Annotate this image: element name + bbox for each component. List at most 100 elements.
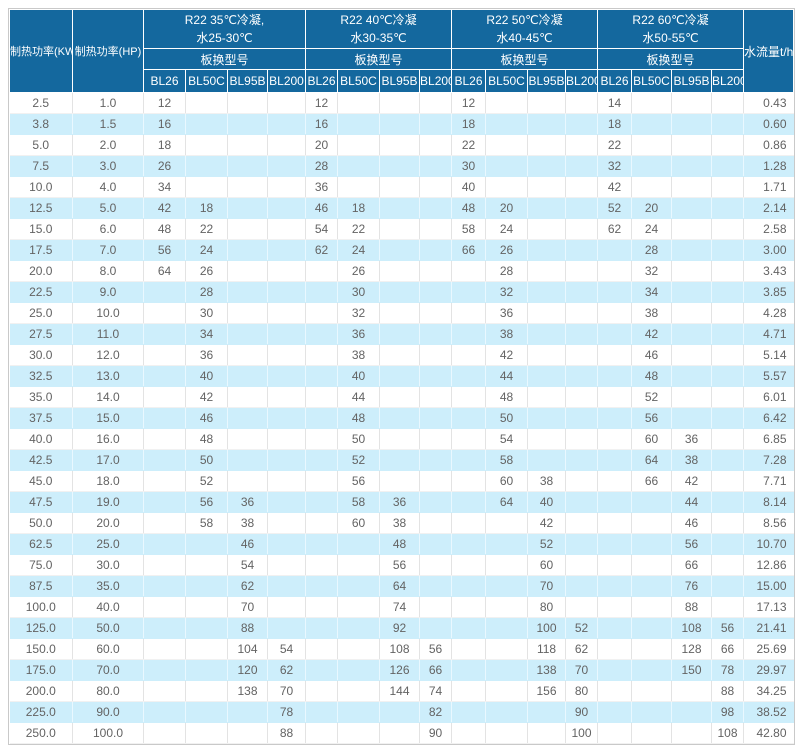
capacity-cell [527,281,567,303]
capacity-cell [267,596,307,618]
capacity-cell [305,575,339,597]
capacity-cell: 22 [337,218,381,240]
capacity-cell [451,344,487,366]
capacity-cell [305,722,339,744]
group-title-line2: 水30-35℃ [350,31,407,45]
capacity-cell [419,113,453,135]
water-flow-cell: 21.41 [743,617,794,639]
power-kw-cell: 175.0 [9,659,73,681]
capacity-cell [565,386,599,408]
capacity-cell: 62 [565,638,599,660]
capacity-cell [711,428,745,450]
capacity-cell: 46 [185,407,228,429]
power-hp-cell: 6.0 [72,218,144,240]
capacity-cell [631,722,673,744]
capacity-cell [631,554,673,576]
capacity-cell [337,722,381,744]
capacity-cell [631,533,673,555]
water-flow-cell: 15.00 [743,575,794,597]
capacity-cell [227,428,268,450]
table-row: 75.0 30.0 54 56 60 66 12.86 [9,554,794,576]
water-flow-cell: 2.14 [743,197,794,219]
capacity-cell [305,701,339,723]
capacity-cell: 18 [597,113,633,135]
capacity-cell [379,302,421,324]
capacity-cell [267,407,307,429]
capacity-cell [631,617,673,639]
power-kw-cell: 42.5 [9,449,73,471]
table-row: 7.5 3.0 26 28 30 32 1.28 [9,155,794,177]
capacity-cell [305,281,339,303]
capacity-cell: 24 [185,239,228,261]
capacity-cell: 52 [565,617,599,639]
power-hp-cell: 25.0 [72,533,144,555]
capacity-cell [527,134,567,156]
table-row: 40.0 16.0 48 50 54 60 36 6.85 [9,428,794,450]
capacity-cell [267,176,307,198]
group-header-r22-35: R22 35℃冷凝, 水25-30℃ [142,9,307,49]
model-col-header: BL200 [419,69,453,93]
capacity-cell [337,575,381,597]
capacity-cell: 32 [485,281,529,303]
capacity-cell [267,491,307,513]
capacity-cell: 20 [631,197,673,219]
power-hp-cell: 90.0 [72,701,144,723]
model-col-header: BL95B [671,69,713,93]
page: 制热功率(KW) 制热功率(HP) R22 35℃冷凝, 水25-30℃ R22… [8,8,796,745]
capacity-cell: 70 [565,659,599,681]
capacity-cell: 12 [451,92,487,114]
capacity-cell [267,239,307,261]
power-kw-cell: 47.5 [9,491,73,513]
capacity-cell [527,155,567,177]
capacity-cell [711,197,745,219]
capacity-cell: 88 [671,596,713,618]
power-kw-cell: 87.5 [9,575,73,597]
capacity-cell: 28 [485,260,529,282]
capacity-cell: 40 [185,365,228,387]
power-hp-cell: 2.0 [72,134,144,156]
capacity-cell [565,134,599,156]
power-kw-cell: 150.0 [9,638,73,660]
group-title-line1: R22 40℃冷凝 [340,13,417,27]
water-flow-cell: 38.52 [743,701,794,723]
capacity-cell [267,260,307,282]
capacity-cell [711,239,745,261]
capacity-cell [451,617,487,639]
water-flow-cell: 0.60 [743,113,794,135]
capacity-cell [267,302,307,324]
capacity-cell: 80 [565,680,599,702]
capacity-cell [565,596,599,618]
models-label: 板换型号 [305,48,453,70]
capacity-cell [379,281,421,303]
capacity-cell [671,722,713,744]
capacity-cell [631,176,673,198]
capacity-cell: 38 [671,449,713,471]
capacity-cell: 16 [305,113,339,135]
capacity-cell [419,596,453,618]
capacity-cell: 28 [185,281,228,303]
capacity-cell: 56 [671,533,713,555]
capacity-cell [485,512,529,534]
capacity-cell [711,344,745,366]
capacity-cell [419,491,453,513]
capacity-cell [485,134,529,156]
capacity-cell [379,365,421,387]
table-row: 87.5 35.0 62 64 70 76 15.00 [9,575,794,597]
table-row: 32.5 13.0 40 40 44 48 5.57 [9,365,794,387]
capacity-cell [565,92,599,114]
capacity-cell [227,449,268,471]
capacity-cell: 28 [631,239,673,261]
capacity-cell [597,470,633,492]
capacity-cell: 156 [527,680,567,702]
capacity-cell [711,113,745,135]
capacity-cell [379,722,421,744]
capacity-cell: 22 [185,218,228,240]
capacity-cell: 48 [451,197,487,219]
water-flow-cell: 0.86 [743,134,794,156]
water-flow-cell: 5.57 [743,365,794,387]
capacity-cell: 56 [185,491,228,513]
capacity-cell: 30 [337,281,381,303]
capacity-cell [485,92,529,114]
power-hp-cell: 20.0 [72,512,144,534]
capacity-cell [565,449,599,471]
